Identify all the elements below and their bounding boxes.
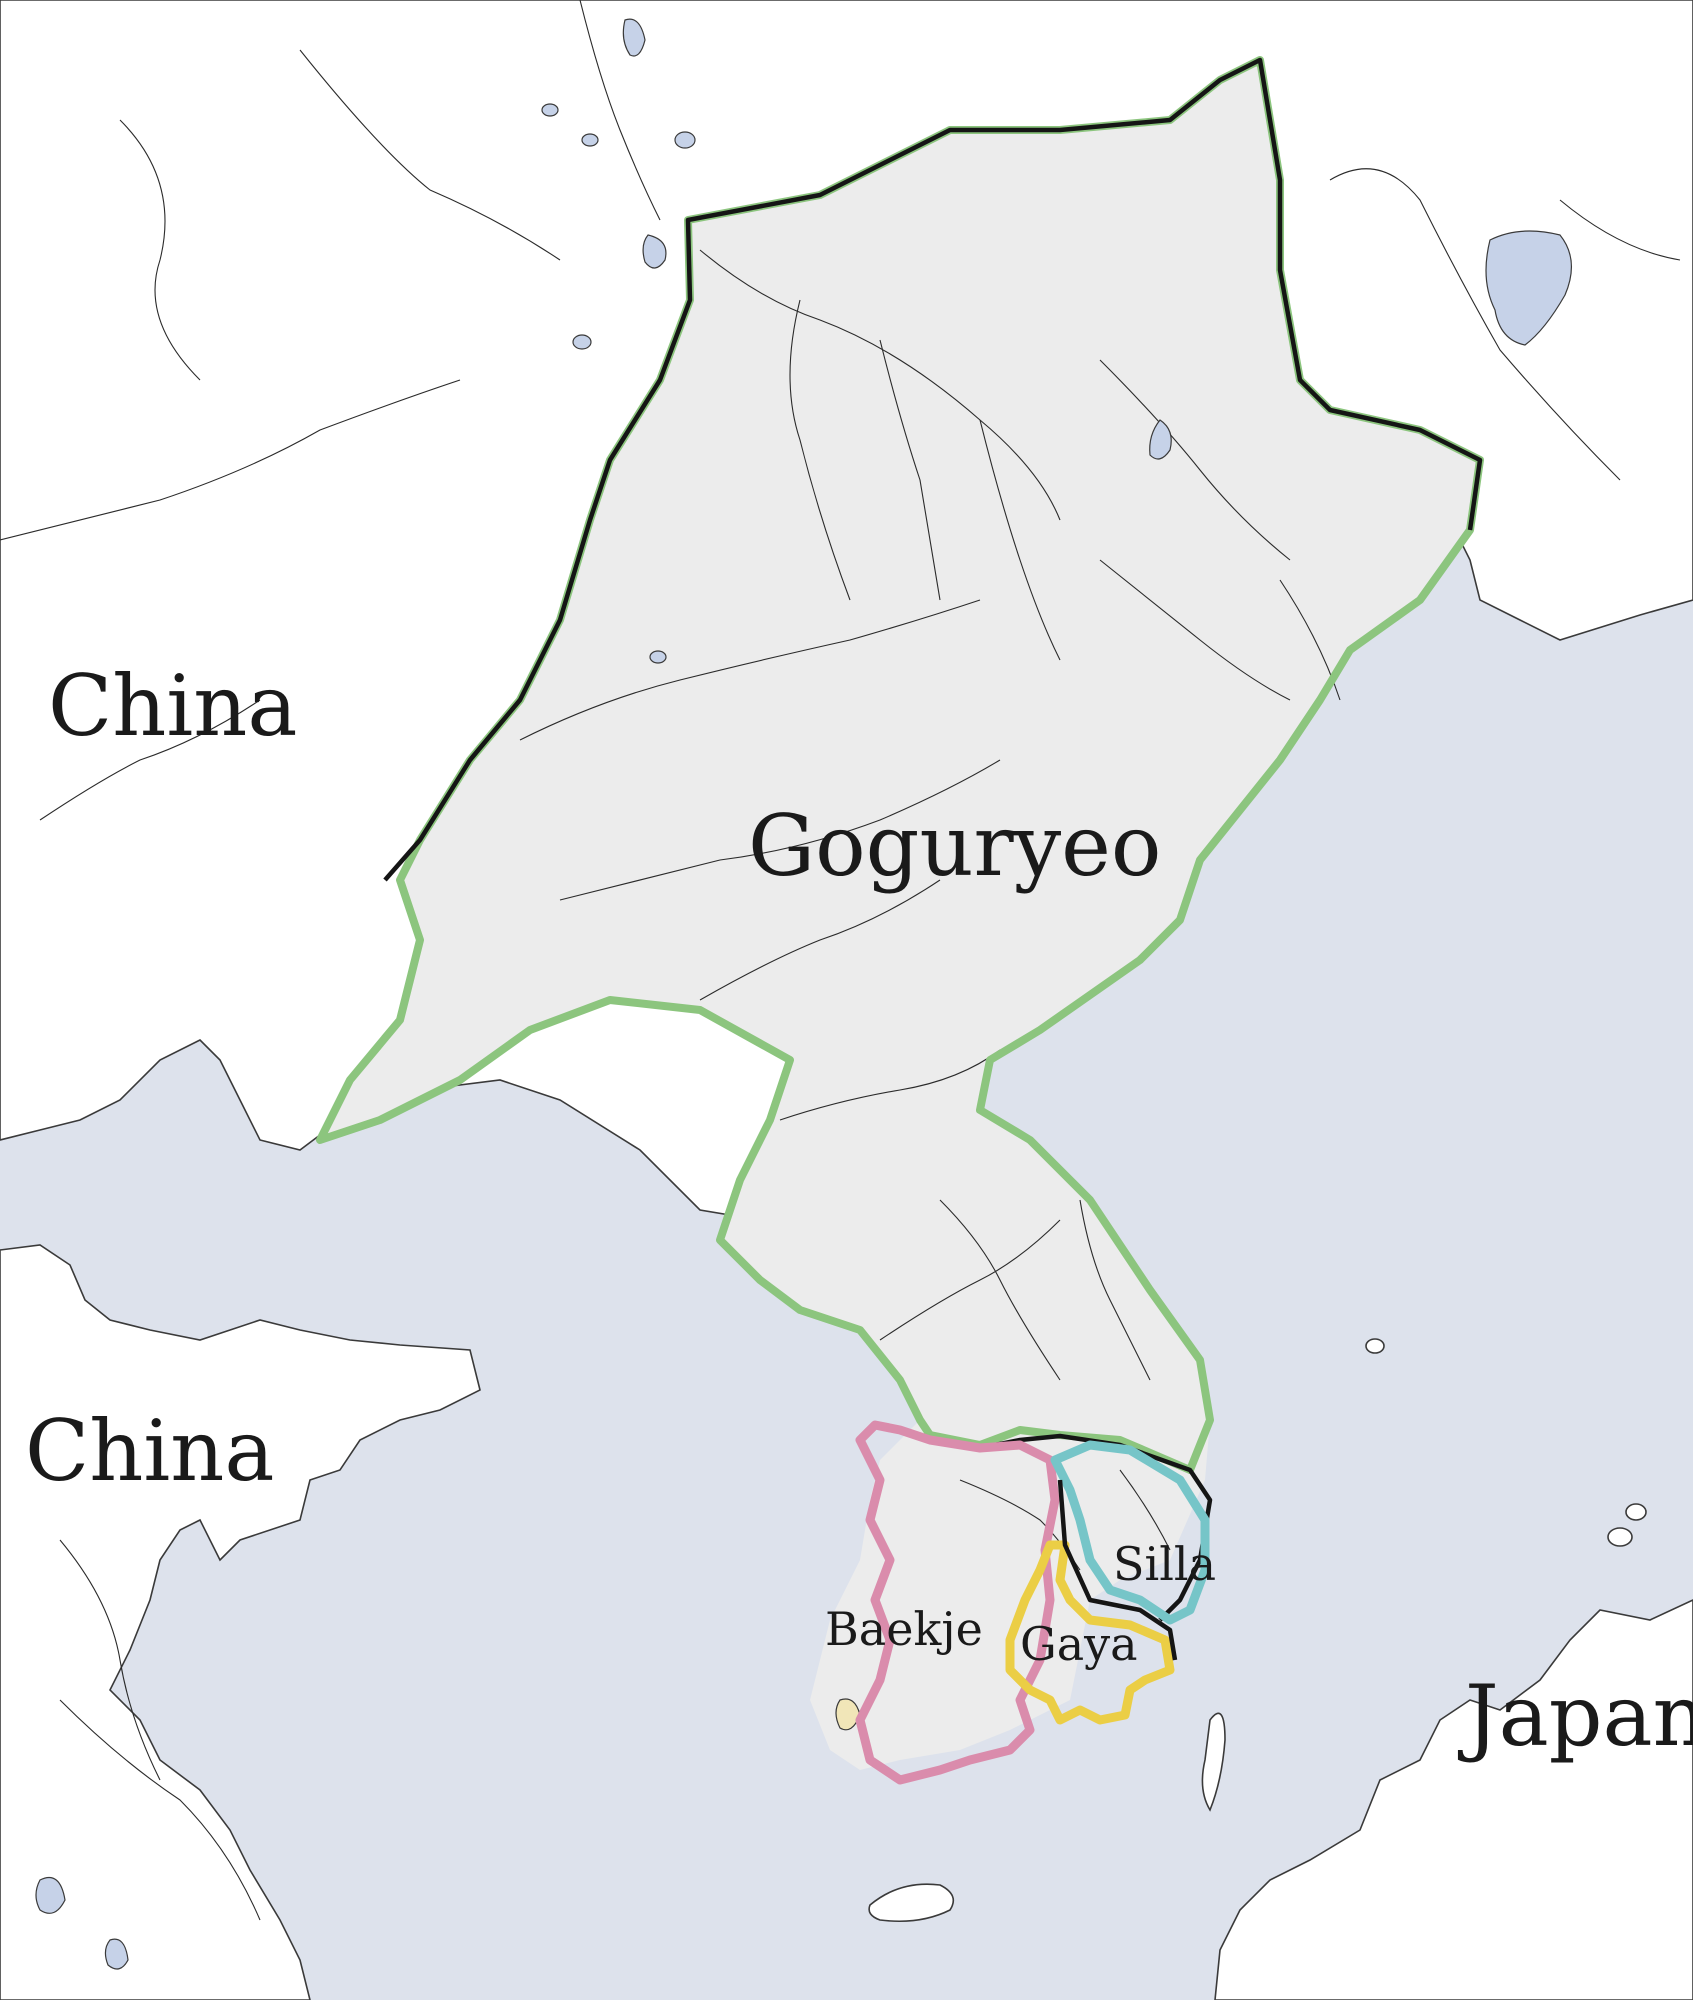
- tsushima-island: [1201, 1712, 1226, 1812]
- gaya-border: [1005, 1540, 1175, 1725]
- label-gaya: Gaya: [1020, 1617, 1138, 1671]
- label-baekje: Baekje: [825, 1602, 983, 1656]
- rivers: [0, 0, 1681, 1921]
- label-silla: Silla: [1113, 1537, 1216, 1591]
- label-japan: Japan: [1457, 1667, 1693, 1765]
- label-china-south: China: [25, 1402, 274, 1500]
- gaya-silla-divider: [1057, 1479, 1178, 1661]
- northern-border: [383, 57, 1483, 882]
- japan-island: [1214, 1599, 1693, 2000]
- lakes: [35, 18, 1573, 1970]
- label-goguryeo: Goguryeo: [748, 797, 1161, 895]
- silla-border: [1050, 1440, 1210, 1625]
- mainland-south: [0, 1244, 481, 2000]
- small-island: [1365, 1338, 1385, 1354]
- small-island: [1607, 1527, 1633, 1547]
- jeju-island: [868, 1883, 955, 1923]
- label-china-north: China: [48, 657, 297, 755]
- baekje-border: [855, 1420, 1060, 1785]
- goguryeo-region: [320, 60, 1480, 1770]
- small-island: [1625, 1503, 1647, 1521]
